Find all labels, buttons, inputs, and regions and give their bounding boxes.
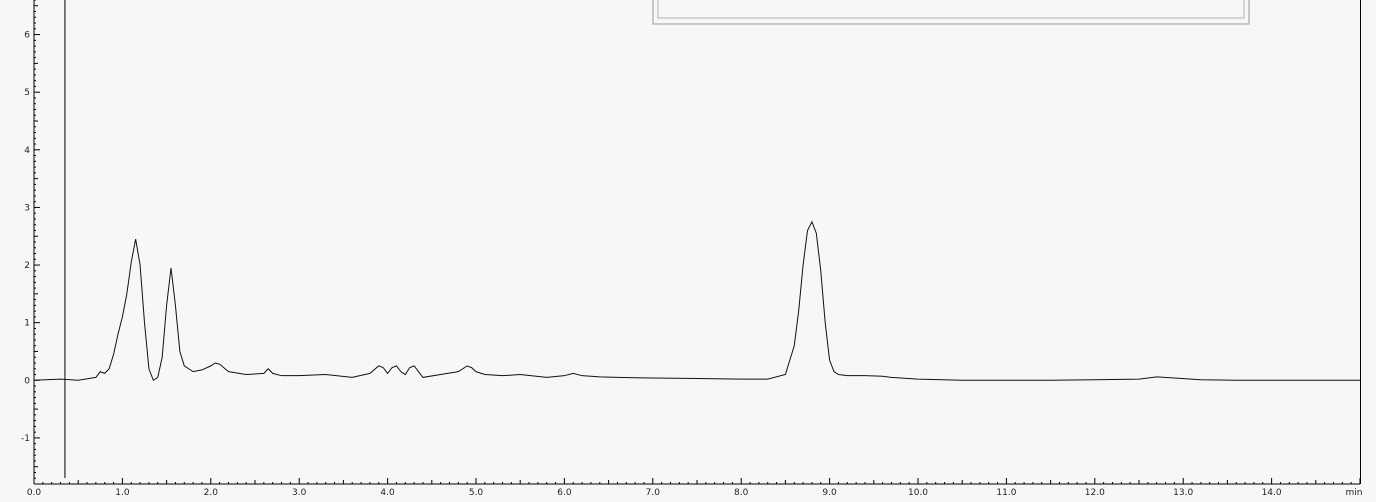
x-tick-label: 0.0	[27, 488, 42, 498]
x-tick-label: 14.0	[1262, 488, 1282, 498]
x-tick-label: 12.0	[1085, 488, 1105, 498]
y-tick-label: 6	[24, 31, 30, 41]
x-axis-label: min	[1346, 488, 1363, 498]
x-tick-label: 13.0	[1173, 488, 1193, 498]
y-tick-label: 5	[24, 88, 30, 98]
x-tick-label: 9.0	[822, 488, 837, 498]
x-tick-label: 2.0	[204, 488, 219, 498]
x-tick-label: 5.0	[469, 488, 484, 498]
x-tick-label: 8.0	[734, 488, 749, 498]
x-tick-label: 10.0	[908, 488, 928, 498]
top-legend-box	[652, 0, 1250, 25]
series-line	[33, 220, 1360, 382]
y-tick-label: 4	[24, 146, 30, 156]
y-tick-label: 1	[24, 319, 30, 329]
x-tick-label: 4.0	[380, 488, 395, 498]
y-tick-label: 2	[24, 261, 30, 271]
x-tick-label: 6.0	[557, 488, 572, 498]
y-tick-label: 0	[24, 376, 30, 386]
y-tick-label: -1	[21, 434, 30, 444]
x-tick-label: 1.0	[115, 488, 130, 498]
x-tick-label: 7.0	[646, 488, 661, 498]
y-tick-label: 3	[24, 203, 30, 213]
series-layer	[33, 220, 1360, 382]
x-tick-label: 11.0	[996, 488, 1016, 498]
axes: 0.0 1.0 2.0 3.0 4.0 5.0 6.0 7.0 8.0 9.0 10.0 11.0 12…	[21, 0, 1362, 498]
x-tick-label: 3.0	[292, 488, 307, 498]
